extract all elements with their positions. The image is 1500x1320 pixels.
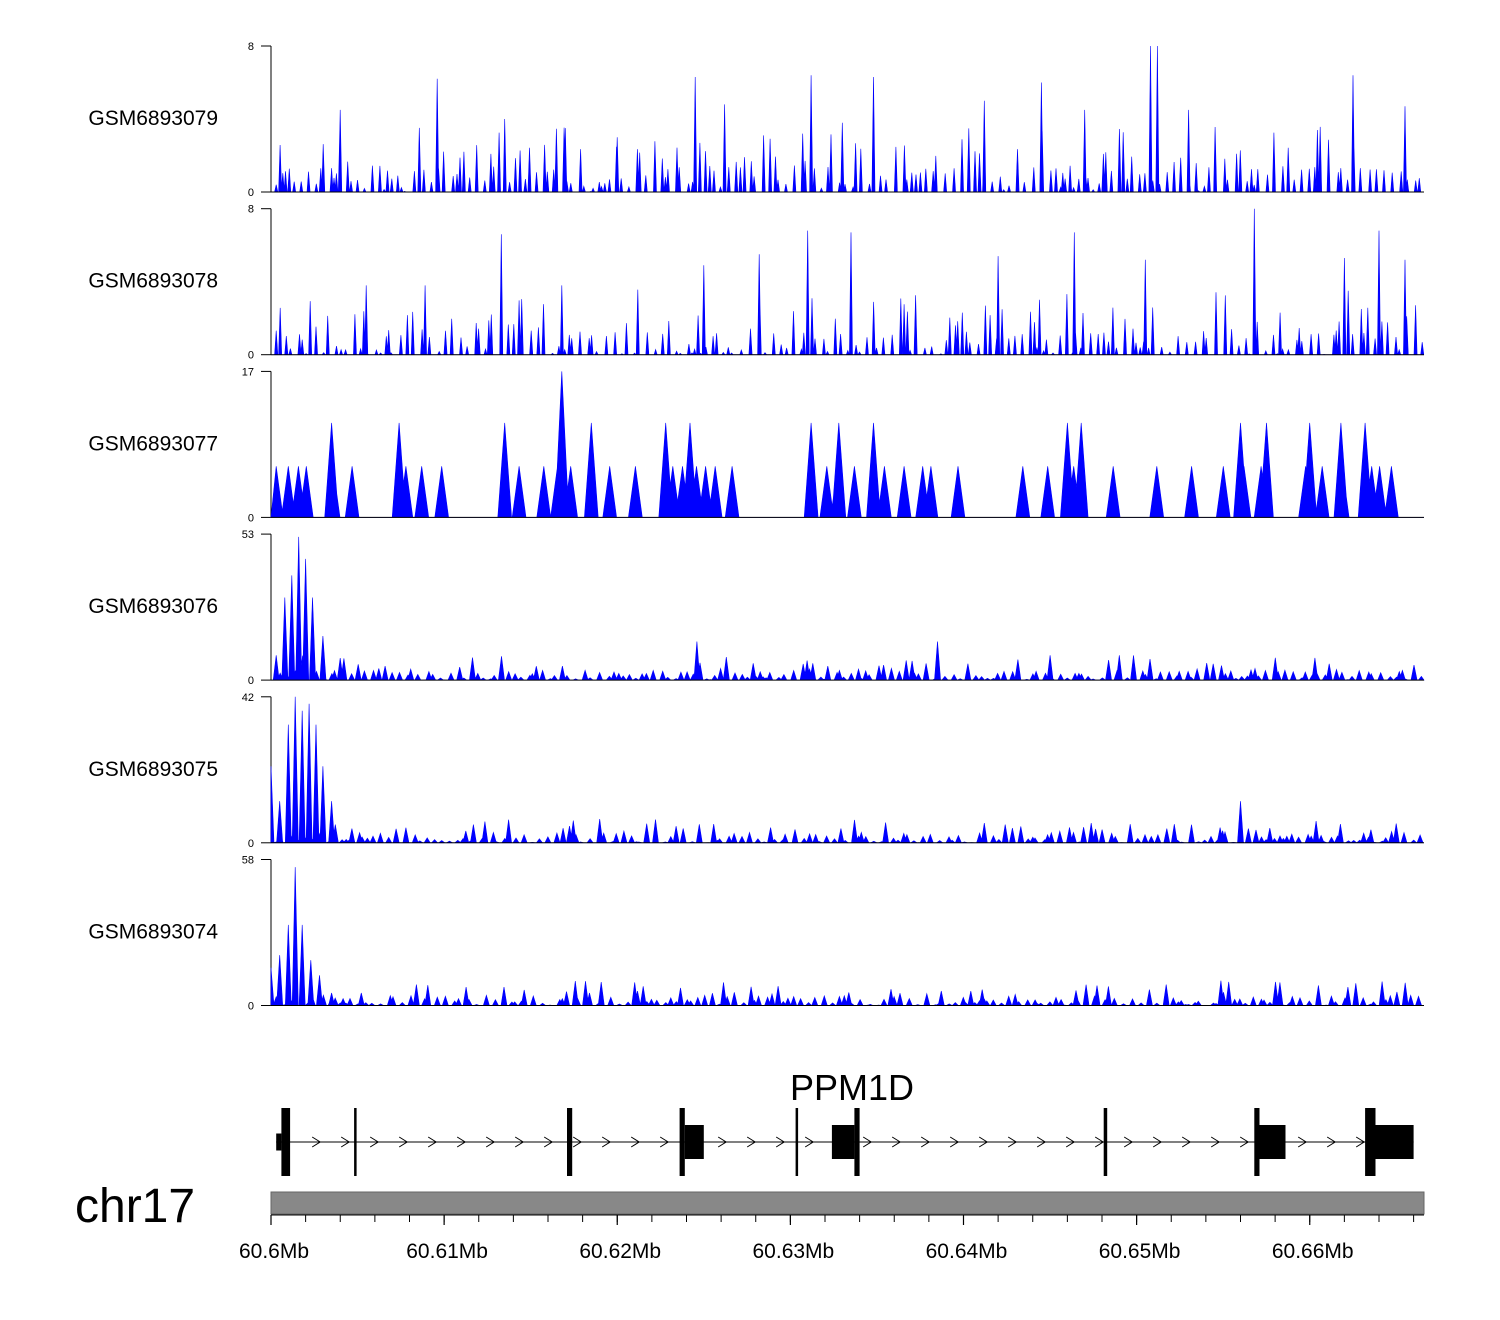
strand-arrow-icon [746,1136,757,1148]
exon-block [854,1108,860,1176]
strand-arrow-icon [978,1136,989,1148]
y-tick-label-max: 53 [242,529,254,541]
exon-block [679,1108,685,1176]
strand-arrow-icon [427,1136,438,1148]
track-label: GSM6893078 [88,270,218,293]
genomic-coordinate-axis: 60.6Mb 60.61Mb 60.62Mb 60.63Mb 60.64Mb 60.65M… [239,1214,1424,1263]
track-GSM6893078: GSM6893078 8 0 [88,204,1425,362]
exon-block [831,1125,855,1159]
exon-block [276,1133,282,1151]
strand-arrow-icon [804,1136,815,1148]
strand-arrow-icon [717,1136,728,1148]
track-GSM6893079: GSM6893079 8 0 [88,41,1424,199]
y-tick-label-min: 0 [248,675,254,687]
track-GSM6893076: GSM6893076 53 0 [88,529,1425,687]
track-GSM6893075: GSM6893075 42 0 [88,692,1424,850]
exon-block [684,1125,704,1159]
x-tick-label: 60.6Mb [239,1240,309,1263]
exon-block [281,1108,291,1176]
y-tick-label-max: 58 [242,855,254,867]
chromosome-label: chr17 [75,1180,195,1233]
exon-block [1254,1108,1260,1176]
strand-arrow-icon [1297,1136,1308,1148]
y-tick-label-max: 8 [248,204,254,216]
x-tick-label: 60.66Mb [1272,1240,1354,1263]
strand-arrow-icon [601,1136,612,1148]
x-tick-label: 60.61Mb [406,1240,488,1263]
strand-arrow-icon [862,1136,873,1148]
track-label: GSM6893077 [88,432,218,455]
strand-arrow-icon [514,1136,525,1148]
y-tick-label-max: 42 [242,692,254,704]
exon-block [795,1108,799,1176]
strand-arrow-icon [1181,1136,1192,1148]
strand-arrow-icon [891,1136,902,1148]
y-tick-label-min: 0 [248,350,254,362]
y-tick-label-max: 8 [248,41,254,53]
y-tick-label-min: 0 [248,838,254,850]
exon-block [567,1108,573,1176]
track-GSM6893077: GSM6893077 17 0 [88,366,1424,524]
signal-tracks: GSM689307980GSM689307880GSM6893077170GSM… [88,41,1425,1013]
y-tick-label-min: 0 [248,187,254,199]
strand-arrow-icon [340,1136,351,1148]
exon-block [354,1108,357,1176]
strand-arrow-icon [543,1136,554,1148]
track-GSM6893074: GSM6893074 58 0 [88,855,1424,1013]
strand-arrow-icon [1094,1136,1105,1148]
strand-arrow-icon [456,1136,467,1148]
strand-arrow-icon [369,1136,380,1148]
strand-arrow-icon [572,1136,583,1148]
strand-arrow-icon [775,1136,786,1148]
strand-arrow-icon [659,1136,670,1148]
track-label: GSM6893074 [88,921,218,944]
strand-arrow-icon [1036,1136,1047,1148]
gene-annotation-track: PPM1D [276,1067,1414,1176]
strand-arrow-icon [1239,1136,1250,1148]
signal-area [270,867,1424,1007]
gene-name-label: PPM1D [790,1067,914,1108]
strand-arrow-icon [1326,1136,1337,1148]
track-label: GSM6893075 [88,758,218,781]
x-tick-label: 60.65Mb [1099,1240,1181,1263]
signal-area [270,371,1424,518]
strand-arrow-icon [311,1136,322,1148]
y-tick-label-min: 0 [248,1001,254,1013]
exon-block [1259,1125,1286,1159]
chromosome-ideogram: chr17 [75,1180,1425,1233]
x-tick-label: 60.63Mb [753,1240,835,1263]
strand-arrow-icon [630,1136,641,1148]
track-label: GSM6893076 [88,595,218,618]
signal-area [271,208,1425,356]
exon-block [1103,1108,1108,1176]
track-label: GSM6893079 [88,107,218,130]
strand-arrow-icon [920,1136,931,1148]
strand-arrow-icon [1210,1136,1221,1148]
strand-arrow-icon [949,1136,960,1148]
strand-arrow-icon [1123,1136,1134,1148]
exon-block [1365,1108,1376,1176]
signal-area [271,536,1425,681]
y-tick-label-max: 17 [242,366,254,378]
strand-arrow-icon [1355,1136,1366,1148]
exon-block [1375,1125,1414,1159]
x-tick-label: 60.62Mb [579,1240,661,1263]
chromosome-bar [270,1191,1425,1215]
y-tick-label-min: 0 [248,512,254,524]
strand-arrow-icon [1152,1136,1163,1148]
strand-arrow-icon [1065,1136,1076,1148]
strand-arrow-icon [485,1136,496,1148]
strand-arrow-icon [398,1136,409,1148]
strand-arrow-icon [1007,1136,1018,1148]
signal-area [270,696,1424,844]
x-tick-label: 60.64Mb [926,1240,1008,1263]
signal-area [271,45,1424,193]
